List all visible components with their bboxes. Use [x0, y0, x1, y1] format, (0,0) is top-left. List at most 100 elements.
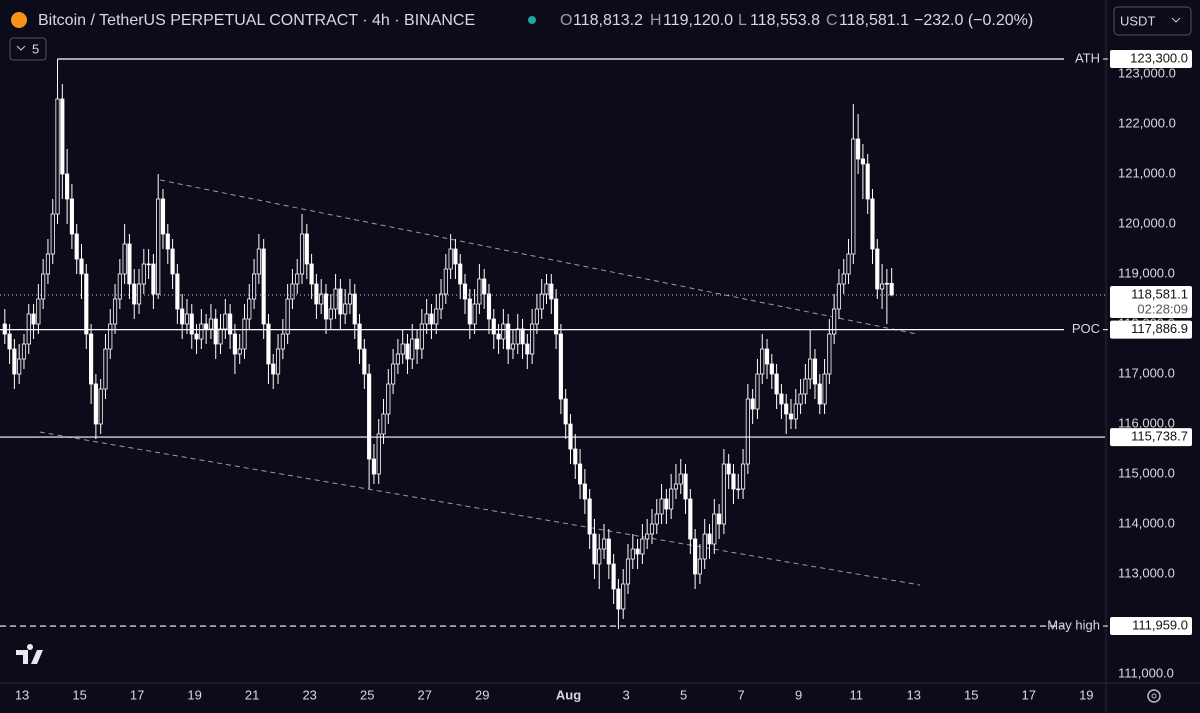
- candle-body: [275, 348, 281, 375]
- candle-body: [136, 283, 142, 305]
- candle-body: [860, 158, 865, 165]
- candle-body: [199, 323, 204, 340]
- candle-body: [347, 293, 353, 305]
- candle-body: [525, 343, 530, 355]
- x-tick-label: 23: [302, 687, 316, 702]
- candle-body: [343, 303, 348, 315]
- tv-logo: [16, 644, 43, 664]
- x-tick-label: 19: [1079, 687, 1093, 702]
- y-tick-label: 117,000.0: [1118, 365, 1175, 380]
- candle-body: [314, 283, 319, 305]
- candle-body: [664, 498, 669, 510]
- candle-body: [534, 308, 539, 325]
- candle-body: [798, 393, 803, 405]
- candle-body: [213, 318, 218, 345]
- x-tick-label: 13: [15, 687, 29, 702]
- candle-body: [482, 278, 487, 295]
- candle-body: [400, 343, 405, 355]
- candle-body: [261, 248, 266, 325]
- indicators-toggle[interactable]: [9, 37, 47, 61]
- y-tick-label: 119,000.0: [1118, 265, 1175, 280]
- candle-body: [846, 253, 851, 275]
- candle-body: [630, 548, 635, 560]
- candle-body: [582, 483, 587, 500]
- last-price-box: [1110, 285, 1192, 318]
- candle-body: [69, 198, 74, 235]
- candle-body: [108, 323, 113, 350]
- x-tick-label: 11: [849, 687, 863, 702]
- candle-body: [673, 483, 679, 490]
- candle-body: [132, 283, 137, 305]
- candle-body: [438, 293, 444, 310]
- y-tick-label: 113,000.0: [1118, 565, 1175, 580]
- symbol-title[interactable]: Bitcoin / TetherUS PERPETUAL CONTRACT · …: [38, 12, 475, 29]
- candle-body: [587, 498, 592, 535]
- ohlc-value: 118,553.8: [750, 12, 820, 29]
- x-tick-label: 15: [72, 687, 86, 702]
- candle-body: [530, 323, 535, 355]
- candle-body: [414, 338, 420, 350]
- candle-body: [793, 403, 798, 420]
- candle-body: [175, 273, 180, 310]
- candle-body: [740, 463, 746, 490]
- candle-body: [285, 298, 290, 335]
- candle-body: [386, 383, 391, 415]
- candle-body: [549, 283, 554, 300]
- level-label: POC: [1072, 321, 1100, 336]
- candle-body: [156, 198, 161, 295]
- candle-body: [808, 358, 813, 380]
- candle-body: [395, 353, 400, 365]
- candle-body: [41, 273, 46, 300]
- candle-body: [558, 333, 563, 400]
- candle-body: [112, 298, 118, 325]
- level-price-box: [1110, 50, 1192, 68]
- candle-body: [669, 488, 674, 510]
- level-price-box: [1110, 428, 1192, 447]
- candle-body: [304, 233, 309, 265]
- candle-body: [45, 253, 51, 275]
- candle-body: [151, 263, 156, 295]
- x-tick-label: 13: [906, 687, 920, 702]
- candle-body: [688, 498, 693, 540]
- status-dot: [528, 16, 536, 24]
- candle-body: [577, 463, 583, 485]
- settings-icon[interactable]: [1147, 689, 1161, 703]
- countdown-text: 02:28:09: [1137, 301, 1188, 316]
- indicators-count[interactable]: 5: [32, 41, 39, 56]
- candle-body: [103, 348, 108, 390]
- candle-body: [721, 463, 726, 525]
- x-tick-label: 25: [360, 687, 374, 702]
- x-tick-label: 17: [1022, 687, 1036, 702]
- candle-body: [117, 273, 122, 300]
- candle-body: [606, 538, 611, 565]
- candle-body: [851, 138, 856, 255]
- candle-body: [338, 288, 343, 315]
- candle-body: [362, 348, 367, 375]
- y-tick-label: 114,000.0: [1118, 515, 1175, 530]
- candle-body: [218, 328, 223, 345]
- y-tick-label: 122,000.0: [1118, 115, 1176, 130]
- candle-body: [889, 282, 894, 296]
- candle-body: [180, 308, 185, 325]
- candle-body: [280, 333, 285, 350]
- x-tick-label: 5: [680, 687, 687, 702]
- candle-body: [640, 538, 645, 555]
- candle-body: [544, 283, 549, 295]
- candle-body: [515, 328, 520, 345]
- currency-button[interactable]: [1113, 6, 1192, 36]
- candle-body: [50, 213, 55, 255]
- candle-body: [31, 313, 36, 325]
- currency-label[interactable]: USDT: [1120, 13, 1155, 28]
- candle-body: [299, 233, 305, 275]
- trendline: [160, 179, 917, 335]
- candle-body: [189, 313, 194, 335]
- candle-body: [875, 248, 880, 290]
- candle-body: [89, 333, 94, 385]
- candle-body: [98, 388, 103, 425]
- y-tick-label: 120,000.0: [1118, 215, 1176, 230]
- candle-body: [611, 563, 616, 590]
- candle-body: [486, 293, 492, 320]
- candle-body: [755, 373, 760, 410]
- x-tick-label: 7: [738, 687, 745, 702]
- candle-body: [712, 513, 717, 545]
